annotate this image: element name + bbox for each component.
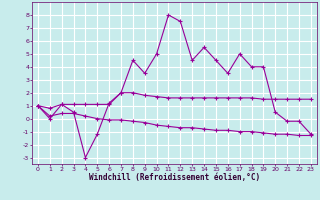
X-axis label: Windchill (Refroidissement éolien,°C): Windchill (Refroidissement éolien,°C) [89,173,260,182]
